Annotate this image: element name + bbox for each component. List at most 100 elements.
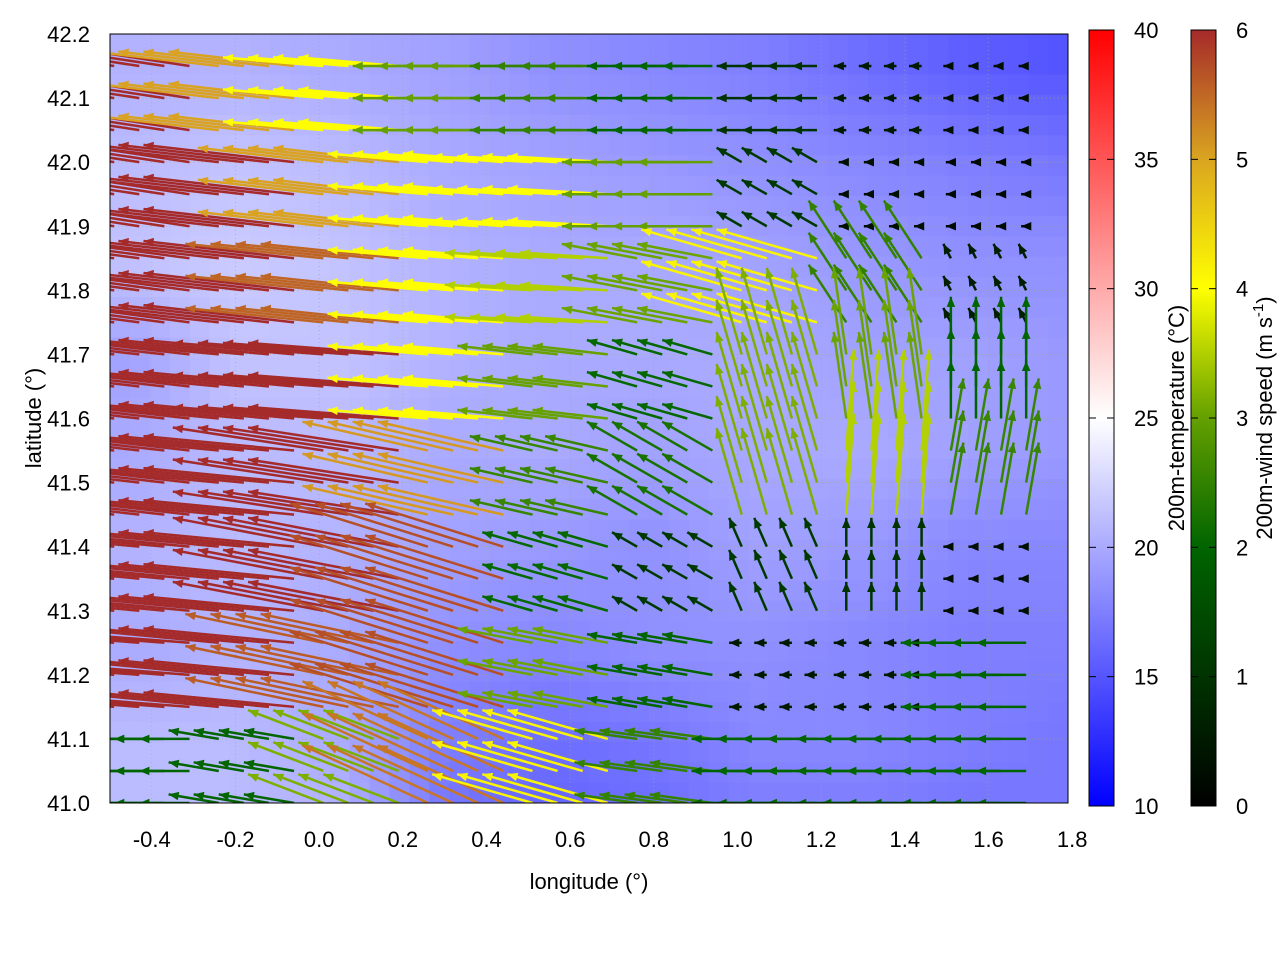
heatmap-cell [1028, 722, 1050, 744]
wind-vector-head [1018, 574, 1029, 583]
wind-vector-head [791, 147, 803, 157]
wind-vector-head [210, 272, 221, 282]
heatmap-cell [1048, 276, 1068, 299]
wind-vector [260, 242, 399, 260]
wind-vector-head [637, 453, 649, 463]
wind-vector [561, 274, 638, 292]
wind-vector [110, 212, 219, 228]
heatmap-cell [569, 114, 590, 137]
heatmap-cell [988, 398, 1010, 420]
wind-vector-head [1018, 542, 1029, 551]
wind-vector [544, 466, 609, 484]
heatmap-cell [788, 681, 810, 703]
wind-vector-head [210, 240, 221, 250]
heatmap-cell [169, 742, 191, 764]
wind-vector-head [729, 638, 740, 648]
heatmap-cell [1028, 317, 1050, 339]
wind-vector-head [790, 331, 799, 343]
wind-vector-head [716, 734, 727, 744]
wind-vector-head [93, 497, 103, 506]
heatmap-cell [848, 195, 870, 218]
wind-vector-head [740, 267, 749, 279]
wind-vector-head [39, 561, 49, 570]
wind-vector [110, 502, 219, 516]
wind-vector [235, 644, 374, 677]
wind-vector-head [352, 483, 364, 493]
wind-vector-head [118, 689, 129, 698]
wind-vector-head [519, 93, 531, 103]
wind-vector-head [612, 485, 623, 495]
wind-colorbar-label: 200m-wind speed (m s-1) [1250, 296, 1277, 539]
heatmap-cell [688, 580, 710, 602]
heatmap-cell [668, 519, 690, 541]
wind-vector [327, 484, 454, 516]
wind-vector-head [482, 626, 494, 635]
wind-vector [143, 627, 295, 645]
wind-vector-head [193, 791, 205, 801]
heatmap-cell [848, 742, 870, 764]
wind-vector-head [235, 675, 247, 685]
wind-vector [289, 534, 429, 580]
wind-vector-head [14, 168, 25, 176]
heatmap-cell [828, 135, 850, 157]
wind-vector-head [741, 125, 752, 135]
wind-vector-head [586, 402, 598, 411]
heatmap-cell [928, 216, 950, 238]
wind-vector [110, 534, 219, 548]
heatmap-cell [1008, 34, 1030, 56]
heatmap-cell [409, 357, 431, 380]
wind-vector-head [172, 579, 184, 589]
heatmap-cell [988, 620, 1010, 643]
heatmap-cell [748, 600, 770, 622]
wind-vector-head [193, 759, 205, 769]
heatmap-cell [509, 135, 531, 157]
heatmap-cell [469, 135, 491, 157]
wind-vector-head [327, 681, 339, 690]
wind-vector-head [457, 216, 468, 226]
wind-vector [364, 502, 504, 548]
wind-vector-head [765, 428, 774, 440]
y-tick-label: 41.0 [47, 791, 90, 816]
wind-vector-head [766, 179, 778, 189]
wind-vector-head [222, 424, 234, 434]
wind-vector [765, 267, 794, 355]
heatmap-cell [888, 681, 910, 703]
heatmap-cell [728, 155, 750, 177]
heatmap-cell [708, 74, 730, 96]
wind-vector-head [867, 581, 876, 593]
wind-vector-head [314, 662, 326, 671]
wind-vector-head [883, 93, 895, 103]
wind-vector [574, 729, 638, 741]
wind-vector [222, 178, 349, 196]
wind-vector-head [863, 221, 874, 231]
wind-vector-head [821, 798, 832, 803]
wind-vector-head [586, 61, 598, 71]
wind-vector-head [14, 593, 24, 602]
heatmap-cell [489, 74, 511, 96]
heatmap-cell [1048, 438, 1068, 460]
wind-vector [110, 320, 115, 324]
wind-vector-head [858, 702, 869, 712]
wind-vector-head [662, 532, 674, 542]
wind-vector-head [222, 515, 234, 524]
wind-vector-head [93, 625, 103, 634]
heatmap-cell [449, 317, 471, 339]
wind-vector [519, 434, 584, 452]
wind-vector [118, 114, 245, 132]
wind-vector-head [715, 364, 724, 375]
wind-tick-label: 5 [1236, 147, 1248, 172]
heatmap-cell [828, 378, 850, 400]
heatmap-cell [788, 762, 810, 784]
wind-vector [469, 283, 558, 292]
wind-vector-head [741, 147, 753, 157]
heatmap-cell [908, 742, 930, 764]
heatmap-cell [868, 276, 890, 299]
wind-vector-head [273, 709, 285, 718]
wind-vector-head [779, 670, 790, 680]
wind-vector [110, 599, 219, 612]
wind-vector-head [641, 260, 653, 269]
heatmap-cell [668, 479, 690, 501]
wind-vector-head [662, 453, 674, 463]
wind-vector-head [1032, 442, 1042, 454]
heatmap-cell [968, 620, 990, 643]
